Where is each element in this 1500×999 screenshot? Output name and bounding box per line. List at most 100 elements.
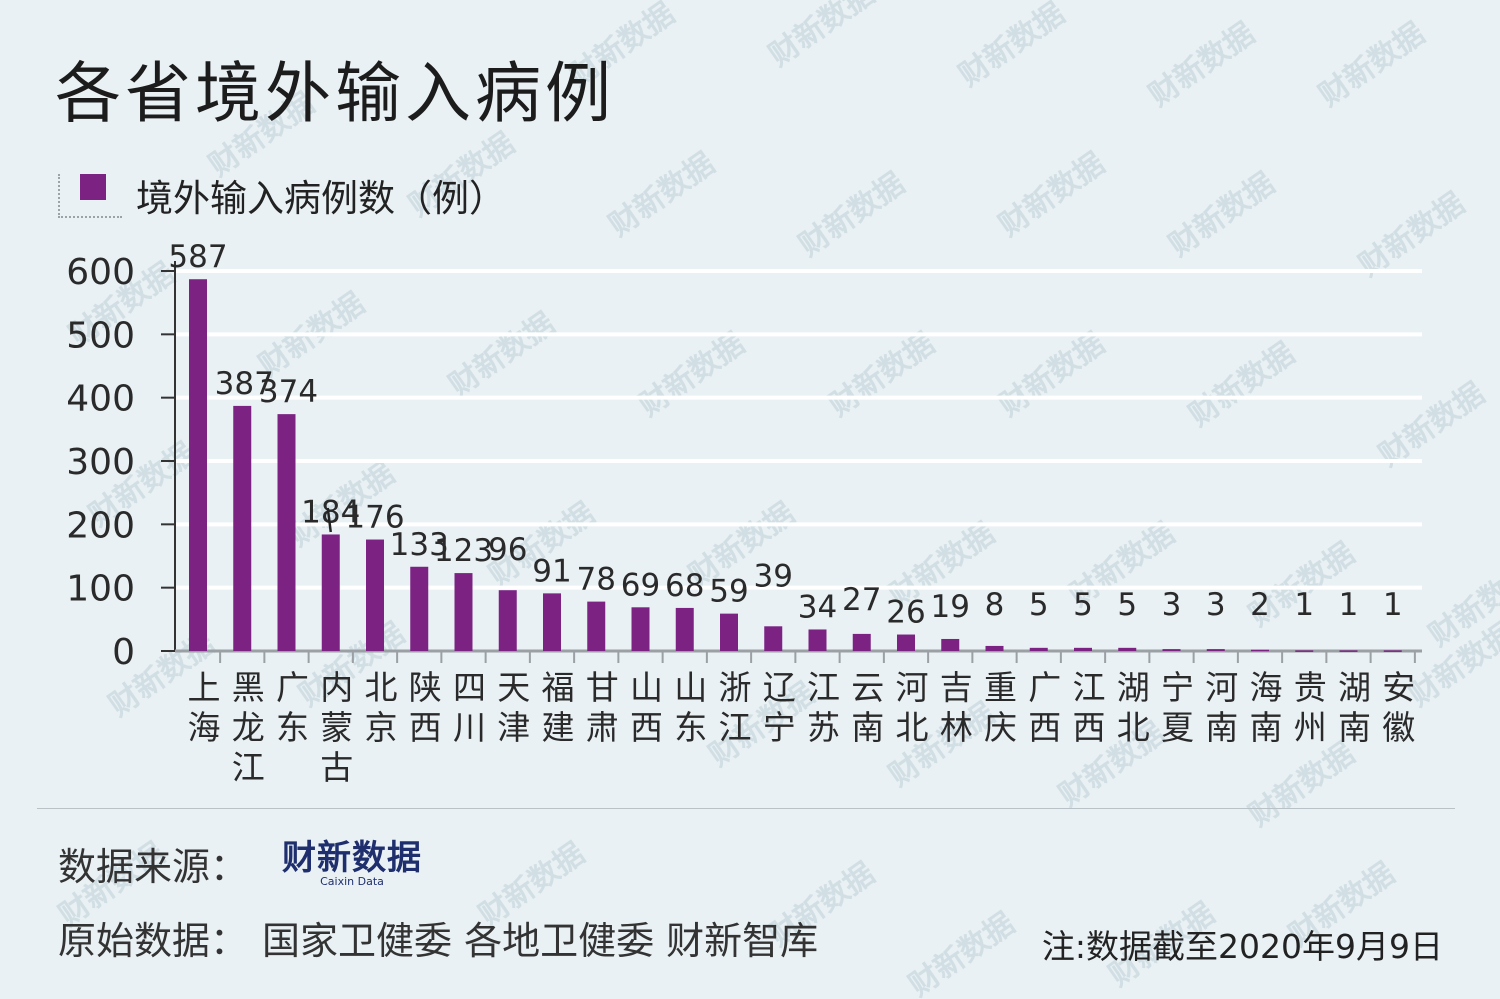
raw-data-label: 原始数据： — [58, 919, 249, 963]
bar — [410, 566, 429, 651]
bar-value-label: 374 — [259, 374, 318, 410]
x-category-label: 江西 — [1073, 668, 1106, 747]
logo-text-cn: 财新数据 — [282, 837, 423, 878]
bar-value-label: 5 — [1117, 587, 1137, 623]
bar — [1162, 649, 1181, 651]
date-note: 注:数据截至2020年9月9日 — [1041, 927, 1443, 966]
bar — [808, 629, 827, 651]
x-category-label: 山西 — [630, 668, 663, 747]
bar-value-label: 176 — [345, 500, 404, 536]
bar-value-label: 133 — [390, 527, 449, 563]
bar-value-label: 1 — [1339, 587, 1359, 623]
raw-data-row: 原始数据： 国家卫健委 各地卫健委 财新智库 — [58, 910, 818, 965]
y-tick-label: 300 — [66, 442, 135, 483]
legend: 境外输入病例数（例） — [58, 170, 506, 220]
bar-value-label: 1 — [1294, 587, 1314, 623]
x-category-label: 吉林 — [940, 668, 973, 747]
bar — [1383, 650, 1402, 652]
x-category-label: 辽宁 — [763, 668, 796, 747]
x-category-label: 安徽 — [1382, 668, 1415, 747]
bar — [1029, 647, 1048, 651]
bar — [1074, 647, 1092, 651]
x-category-label: 湖南 — [1338, 668, 1371, 747]
y-tick-label: 600 — [66, 252, 135, 293]
bar — [454, 573, 473, 651]
x-category-label: 四川 — [453, 668, 486, 747]
y-tick-label: 500 — [66, 315, 135, 356]
y-tick-label: 200 — [66, 505, 135, 546]
bar-value-label: 387 — [215, 366, 274, 402]
bar-value-label: 5 — [1029, 587, 1049, 623]
bar-value-label: 91 — [532, 553, 571, 589]
x-category-label: 重庆 — [984, 668, 1017, 747]
x-category-label: 河北 — [896, 668, 929, 747]
bar-value-label: 59 — [709, 574, 748, 610]
bar — [675, 607, 694, 651]
x-category-label: 河南 — [1205, 668, 1238, 747]
bar — [1206, 649, 1225, 651]
legend-frame — [58, 174, 122, 218]
bar — [366, 539, 384, 651]
x-category-label: 内蒙古 — [320, 668, 353, 787]
bar — [631, 607, 650, 651]
x-category-label: 广西 — [1028, 668, 1061, 747]
bar-value-label: 96 — [488, 532, 527, 568]
x-category-label: 上海 — [188, 668, 221, 747]
bar — [985, 645, 1004, 651]
raw-data-value: 国家卫健委 各地卫健委 财新智库 — [262, 919, 819, 963]
bar-value-label: 26 — [886, 595, 925, 631]
bar — [941, 638, 960, 651]
chart-title: 各省境外输入病例 — [55, 55, 615, 132]
x-category-label: 湖北 — [1117, 668, 1150, 747]
logo-text-en: Caixin Data — [320, 874, 384, 888]
bar — [1251, 649, 1269, 652]
bar — [1339, 650, 1358, 652]
bar — [852, 633, 871, 651]
bar — [321, 534, 340, 651]
bar — [277, 414, 296, 651]
x-category-label: 山东 — [674, 668, 707, 747]
y-tick-label: 0 — [112, 632, 135, 673]
source-label: 数据来源： — [58, 845, 249, 889]
bar — [1118, 647, 1137, 651]
bar-value-label: 8 — [985, 587, 1005, 623]
x-category-label: 宁夏 — [1161, 668, 1194, 747]
bar-value-label: 587 — [168, 239, 227, 275]
bar-value-label: 34 — [798, 589, 837, 625]
legend-swatch — [80, 174, 106, 200]
bar-value-label: 3 — [1206, 587, 1226, 623]
bar-value-label: 78 — [577, 562, 616, 598]
bar-value-label: 27 — [842, 582, 881, 618]
bar-value-label: 123 — [434, 533, 493, 569]
x-category-label: 黑龙江 — [232, 668, 265, 787]
x-category-label: 陕西 — [409, 668, 442, 747]
bar-value-label: 19 — [931, 589, 970, 625]
bar — [764, 626, 783, 651]
x-category-label: 海南 — [1250, 668, 1283, 747]
source-row: 数据来源： 财新数据 Caixin Data — [58, 836, 422, 891]
bar-value-label: 2 — [1250, 587, 1270, 623]
x-category-label: 江苏 — [807, 668, 840, 747]
bar — [189, 279, 207, 651]
x-category-label: 甘肃 — [586, 668, 619, 747]
x-category-label: 福建 — [542, 668, 575, 747]
y-tick-label: 100 — [66, 569, 135, 610]
bar-value-label: 68 — [665, 568, 704, 604]
bar — [587, 601, 606, 651]
x-category-label: 云南 — [851, 668, 884, 747]
watermark: 财新数据 — [902, 906, 1022, 999]
bar-value-label: 1 — [1383, 587, 1403, 623]
bar — [498, 590, 517, 651]
x-category-label: 北京 — [365, 668, 398, 747]
bar — [720, 613, 738, 651]
bar — [1295, 650, 1314, 652]
footer-divider — [37, 808, 1455, 809]
bar-value-label: 5 — [1073, 587, 1093, 623]
bar-value-label: 3 — [1162, 587, 1182, 623]
bar-value-label: 69 — [621, 567, 660, 603]
y-tick-label: 400 — [66, 379, 135, 420]
label-leader-line — [326, 507, 332, 533]
bar — [233, 405, 252, 651]
x-category-label: 天津 — [497, 668, 530, 747]
